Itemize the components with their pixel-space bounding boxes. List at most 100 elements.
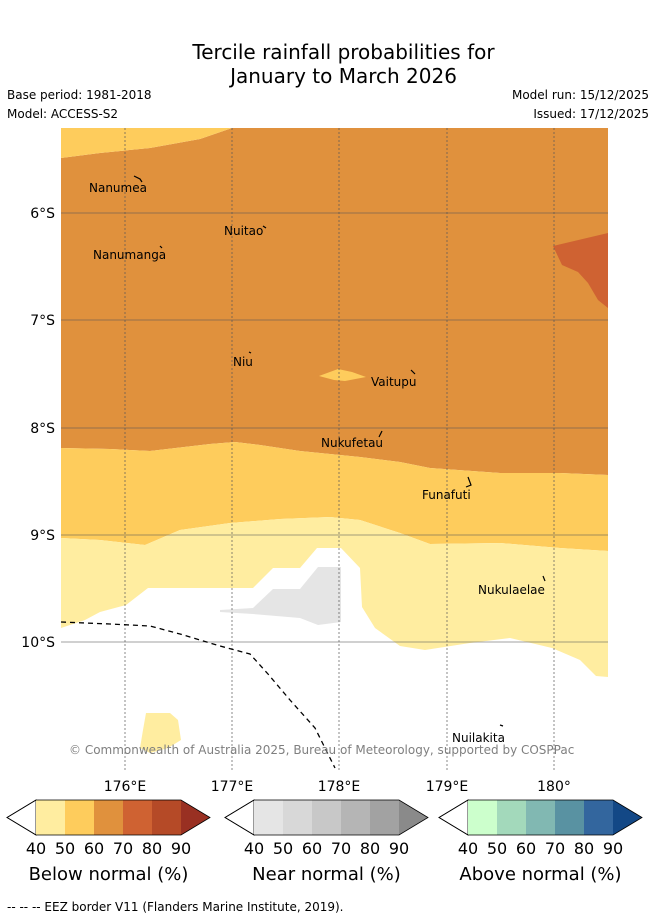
colorbar-outline [438,799,643,836]
issued-date: Issued: 17/12/2025 [533,107,649,121]
region-below-50-blob [319,369,366,381]
colorbar-swatch [123,800,152,835]
colorbar-swatch [283,800,312,835]
colorbar-tick-label: 90 [389,839,409,858]
island-label-nuitao: Nuitao [224,224,263,238]
title-line-1: Tercile rainfall probabilities for [192,40,495,64]
colorbar-tick-label: 70 [113,839,133,858]
lon-label-179e: 179°E [426,779,469,795]
colorbar-tick-label: 60 [302,839,322,858]
lon-axis: 176°E 177°E 178°E 179°E 180° [104,779,571,795]
colorbar-tick-label: 80 [360,839,380,858]
island-niu-shape [248,351,252,354]
colorbar-tick-label: 50 [487,839,507,858]
lon-label-177e: 177°E [211,779,254,795]
colorbar-2: 40 50 60 70 80 90 Near normal (%) [224,799,429,885]
region-below-40-south [140,713,181,753]
colorbar-extend-low [438,799,469,836]
region-below-60 [61,128,608,475]
lat-label-8s: 8°S [30,421,55,437]
colorbar-extend-high [399,800,428,835]
colorbar-tick-label: 50 [55,839,75,858]
colorbar-tick-label: 90 [171,839,191,858]
colorbar-tick-label: 40 [458,839,478,858]
title-line-2: January to March 2026 [230,64,457,88]
island-label-nuilakita: Nuilakita [452,731,505,745]
lon-label-180: 180° [537,779,571,795]
lat-axis: 6°S 7°S 8°S 9°S 10°S [21,206,55,651]
colorbar-tick-label: 40 [244,839,264,858]
map-panel: Nanumea Nuitao Nanumanga Niu Vaitupu Nuk… [60,128,608,770]
island-label-nukufetau: Nukufetau [321,436,383,450]
colorbar-swatch [312,800,341,835]
grid [61,212,608,643]
lon-label-176e: 176°E [104,779,147,795]
colorbar-outline [6,799,211,836]
colorbar-tick-label: 80 [142,839,162,858]
colorbar-tick-label: 90 [603,839,623,858]
colorbar-extend-low [224,799,255,836]
colorbar-swatch [526,800,555,835]
island-nuilakita-shape [499,724,504,727]
model-run: Model run: 15/12/2025 [511,88,649,102]
eez-footnote: -- -- -- EEZ border V11 (Flanders Marine… [7,900,344,914]
colorbar-title: Near normal (%) [252,864,401,885]
island-shapes [133,175,546,727]
colorbar-swatch [65,800,94,835]
island-label-nukulaelae: Nukulaelae [478,583,545,597]
colorbar-extend-low [6,799,37,836]
model-name: Model: ACCESS-S2 [7,107,119,121]
colorbar-swatch [370,800,399,835]
grid-meridians [124,128,555,770]
island-nuitao-shape [262,225,267,229]
island-label-nanumea: Nanumea [89,181,147,195]
region-below-50 [61,442,608,551]
colorbar-swatch [152,800,181,835]
island-label-vaitupu: Vaitupu [371,375,417,389]
colorbar-tick-label: 50 [273,839,293,858]
colorbar-swatch [555,800,584,835]
colorbar-3: 40 50 60 70 80 90 Above normal (%) [438,799,643,885]
island-vaitupu-shape [410,369,416,375]
colorbar-tick-label: 70 [545,839,565,858]
region-below-50-north [61,128,232,158]
colorbar-extend-high [613,800,642,835]
lat-label-7s: 7°S [30,313,55,329]
colorbar-tick-label: 70 [331,839,351,858]
island-label-funafuti: Funafuti [422,488,471,502]
lat-label-9s: 9°S [30,528,55,544]
island-nanumea-shape [133,175,143,183]
colorbar-extend-high [181,800,210,835]
base-period: Base period: 1981-2018 [7,88,152,102]
island-nukulaelae-shape [542,575,546,582]
lat-label-10s: 10°S [21,635,55,651]
island-label-nanumanga: Nanumanga [93,248,166,262]
island-label-niu: Niu [233,355,253,369]
map-title: Tercile rainfall probabilities for Janua… [0,40,655,88]
colorbar-swatch [468,800,497,835]
colorbar-1: 40 50 60 70 80 90 Below normal (%) [6,799,211,885]
colorbar-tick-label: 60 [516,839,536,858]
lon-label-178e: 178°E [318,779,361,795]
island-funafuti-shape [465,476,472,488]
island-nukufetau-shape [378,430,383,438]
colorbar-swatch [36,800,65,835]
eez-border [60,621,336,769]
colorbar-swatch [94,800,123,835]
colorbars: 40 50 60 70 80 90 Below normal (%) 40 50 60 70 80 90… [6,799,643,885]
island-nanumanga-shape [159,245,163,249]
colorbar-tick-label: 60 [84,839,104,858]
copyright-notice: © Commonwealth of Australia 2025, Bureau… [69,743,574,757]
colorbar-swatch [254,800,283,835]
colorbar-swatch [341,800,370,835]
colorbar-outline [224,799,429,836]
colorbar-swatch [584,800,613,835]
colorbar-tick-label: 40 [26,839,46,858]
colorbar-title: Below normal (%) [29,864,189,885]
region-below-40 [61,517,608,677]
region-below-70 [553,233,608,308]
lat-label-6s: 6°S [30,206,55,222]
colorbar-title: Above normal (%) [459,864,621,885]
colorbar-swatch [497,800,526,835]
